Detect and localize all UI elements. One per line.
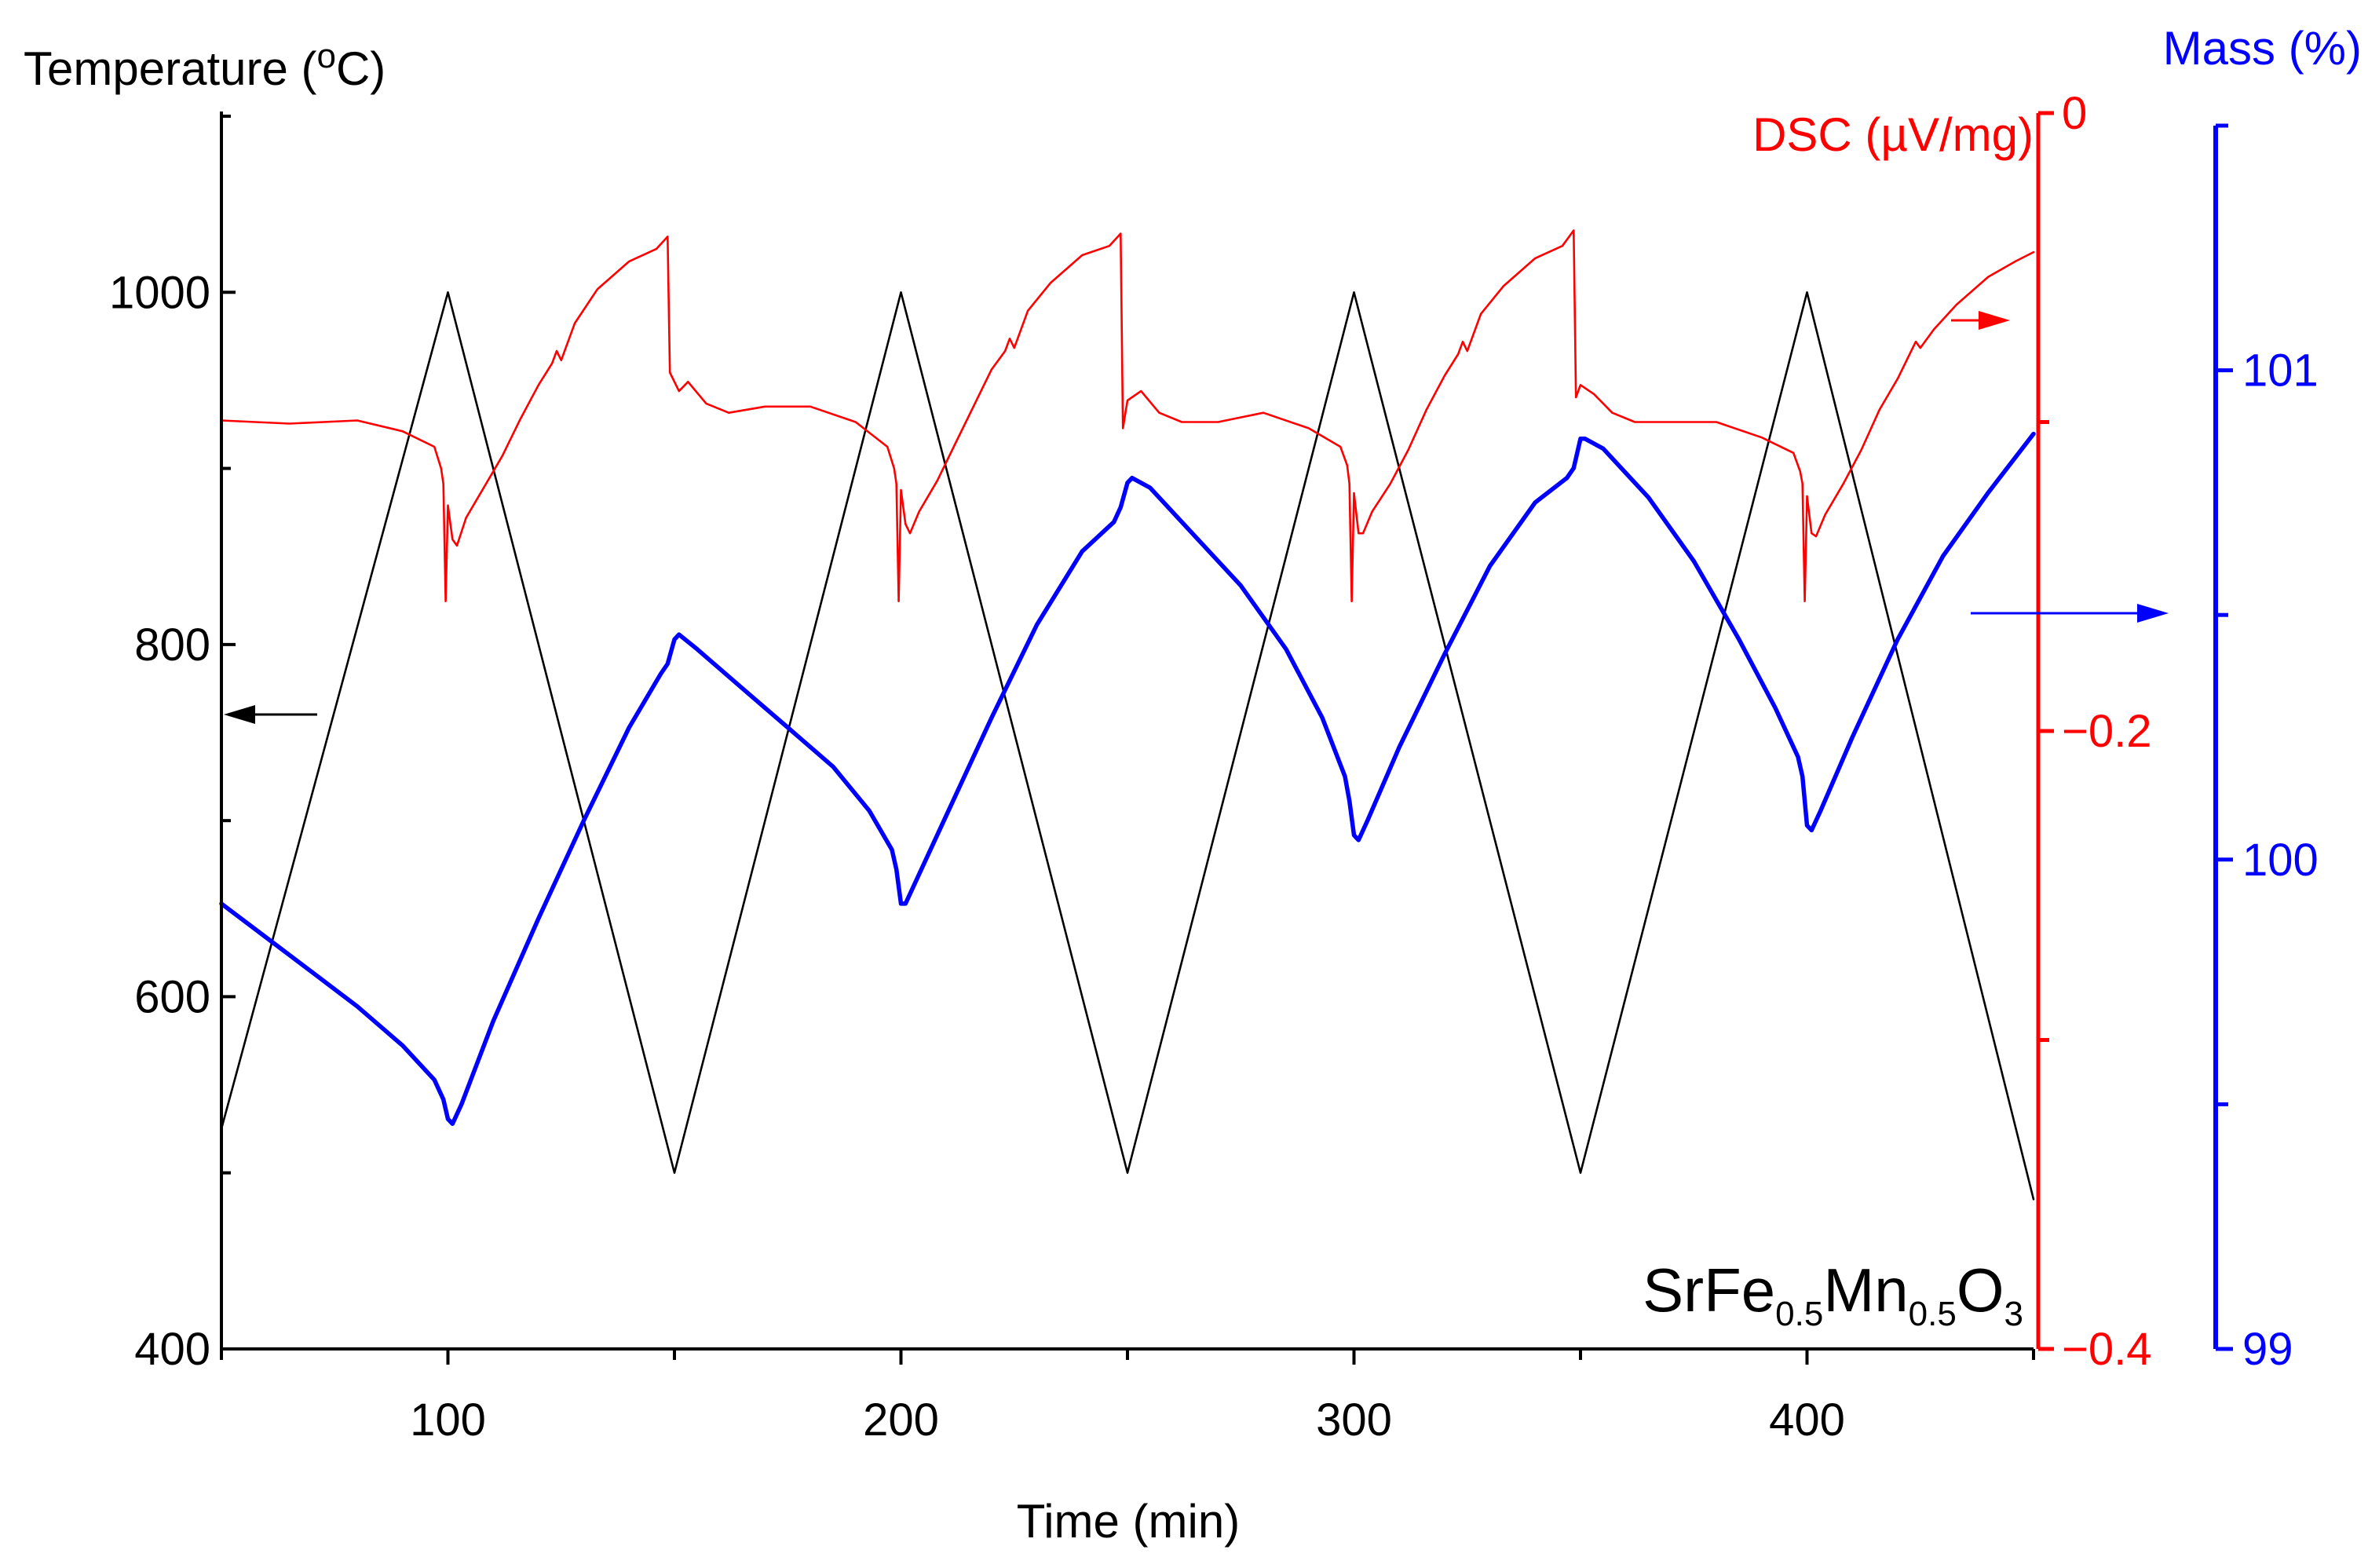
mass-tick-label: 101 bbox=[2242, 345, 2319, 397]
formula-mn: Mn bbox=[1823, 1255, 1908, 1325]
temperature-tick-label: 800 bbox=[134, 620, 210, 671]
time-tick-label: 400 bbox=[1769, 1394, 1845, 1446]
formula-sr: Sr bbox=[1643, 1255, 1704, 1325]
temperature-tick-label: 600 bbox=[134, 971, 210, 1022]
mass-axis-title: Mass (%) bbox=[2163, 22, 2362, 75]
mass-axis-arrow-head bbox=[2137, 604, 2169, 623]
degree-symbol: o bbox=[316, 37, 335, 75]
formula-fe: Fe bbox=[1704, 1255, 1775, 1325]
series-line-mass bbox=[219, 431, 2036, 1127]
temperature-axis-title: Temperature (oC) bbox=[24, 37, 386, 95]
temperature-axis-arrow-head bbox=[224, 705, 255, 724]
temperature-axis-arrow bbox=[224, 705, 317, 724]
dsc-tick-label: −0.4 bbox=[2062, 1324, 2152, 1375]
series-line-dsc bbox=[220, 229, 2035, 602]
temperature-title-main: Temperature ( bbox=[24, 42, 316, 95]
mass-tick-label: 100 bbox=[2242, 835, 2319, 886]
mass-axis-arrow bbox=[1971, 604, 2169, 623]
time-tick-label: 300 bbox=[1316, 1394, 1392, 1446]
formula-o: O bbox=[1957, 1255, 2004, 1325]
temperature-tick-label: 1000 bbox=[109, 267, 210, 318]
x-axis-title: Time (min) bbox=[1017, 1495, 1240, 1548]
sample-formula-label: SrFe0.5Mn0.5O3 bbox=[1643, 1255, 2023, 1333]
dsc-tick-label: 0 bbox=[2062, 88, 2087, 139]
axes bbox=[220, 111, 2233, 1365]
plot-lines bbox=[219, 229, 2036, 1201]
dsc-axis-arrow-head bbox=[1979, 311, 2010, 330]
temperature-title-unit: C) bbox=[336, 42, 386, 95]
series-line-temperature bbox=[220, 291, 2035, 1201]
dsc-tick-label: −0.2 bbox=[2062, 706, 2152, 757]
dsc-axis-title: DSC (µV/mg) bbox=[1752, 108, 2034, 161]
time-tick-label: 100 bbox=[410, 1394, 486, 1446]
formula-sub-o: 3 bbox=[2004, 1295, 2023, 1333]
labels: Temperature (oC) DSC (µV/mg) Mass (%) Ti… bbox=[24, 22, 2362, 1548]
mass-tick-label: 99 bbox=[2242, 1324, 2293, 1375]
formula-sub-fe: 0.5 bbox=[1775, 1295, 1823, 1333]
formula-sub-mn: 0.5 bbox=[1909, 1295, 1957, 1333]
axis-indicator-arrows bbox=[224, 311, 2169, 724]
time-tick-label: 200 bbox=[863, 1394, 939, 1446]
dsc-axis-arrow bbox=[1951, 311, 2010, 330]
temperature-tick-label: 400 bbox=[134, 1324, 210, 1375]
